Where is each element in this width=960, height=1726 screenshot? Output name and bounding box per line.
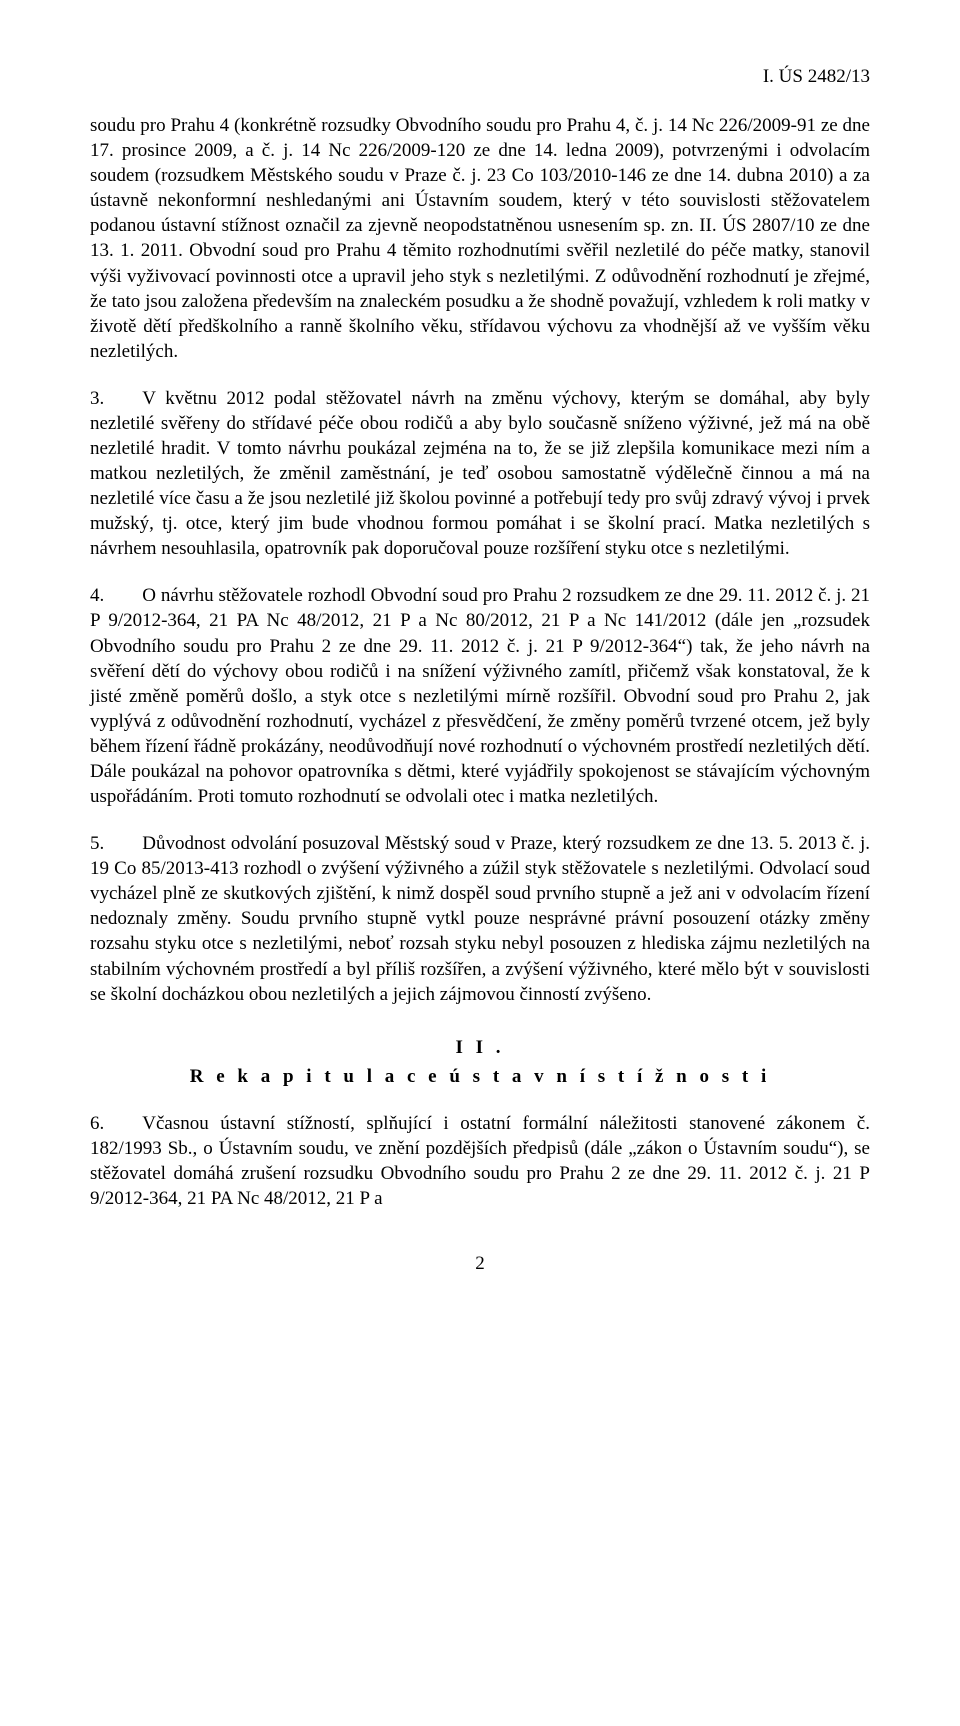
paragraph-5: 5. Důvodnost odvolání posuzoval Městský … [90, 831, 870, 1007]
section-title: R e k a p i t u l a c e ú s t a v n í s … [90, 1064, 870, 1089]
paragraph-1: soudu pro Prahu 4 (konkrétně rozsudky Ob… [90, 113, 870, 364]
document-page: I. ÚS 2482/13 soudu pro Prahu 4 (konkrét… [0, 0, 960, 1726]
paragraph-4: 4. O návrhu stěžovatele rozhodl Obvodní … [90, 583, 870, 809]
paragraph-6: 6. Včasnou ústavní stížností, splňující … [90, 1111, 870, 1211]
case-identifier: I. ÚS 2482/13 [90, 64, 870, 89]
page-number: 2 [90, 1251, 870, 1276]
paragraph-3: 3. V květnu 2012 podal stěžovatel návrh … [90, 386, 870, 562]
section-number: I I . [90, 1035, 870, 1060]
